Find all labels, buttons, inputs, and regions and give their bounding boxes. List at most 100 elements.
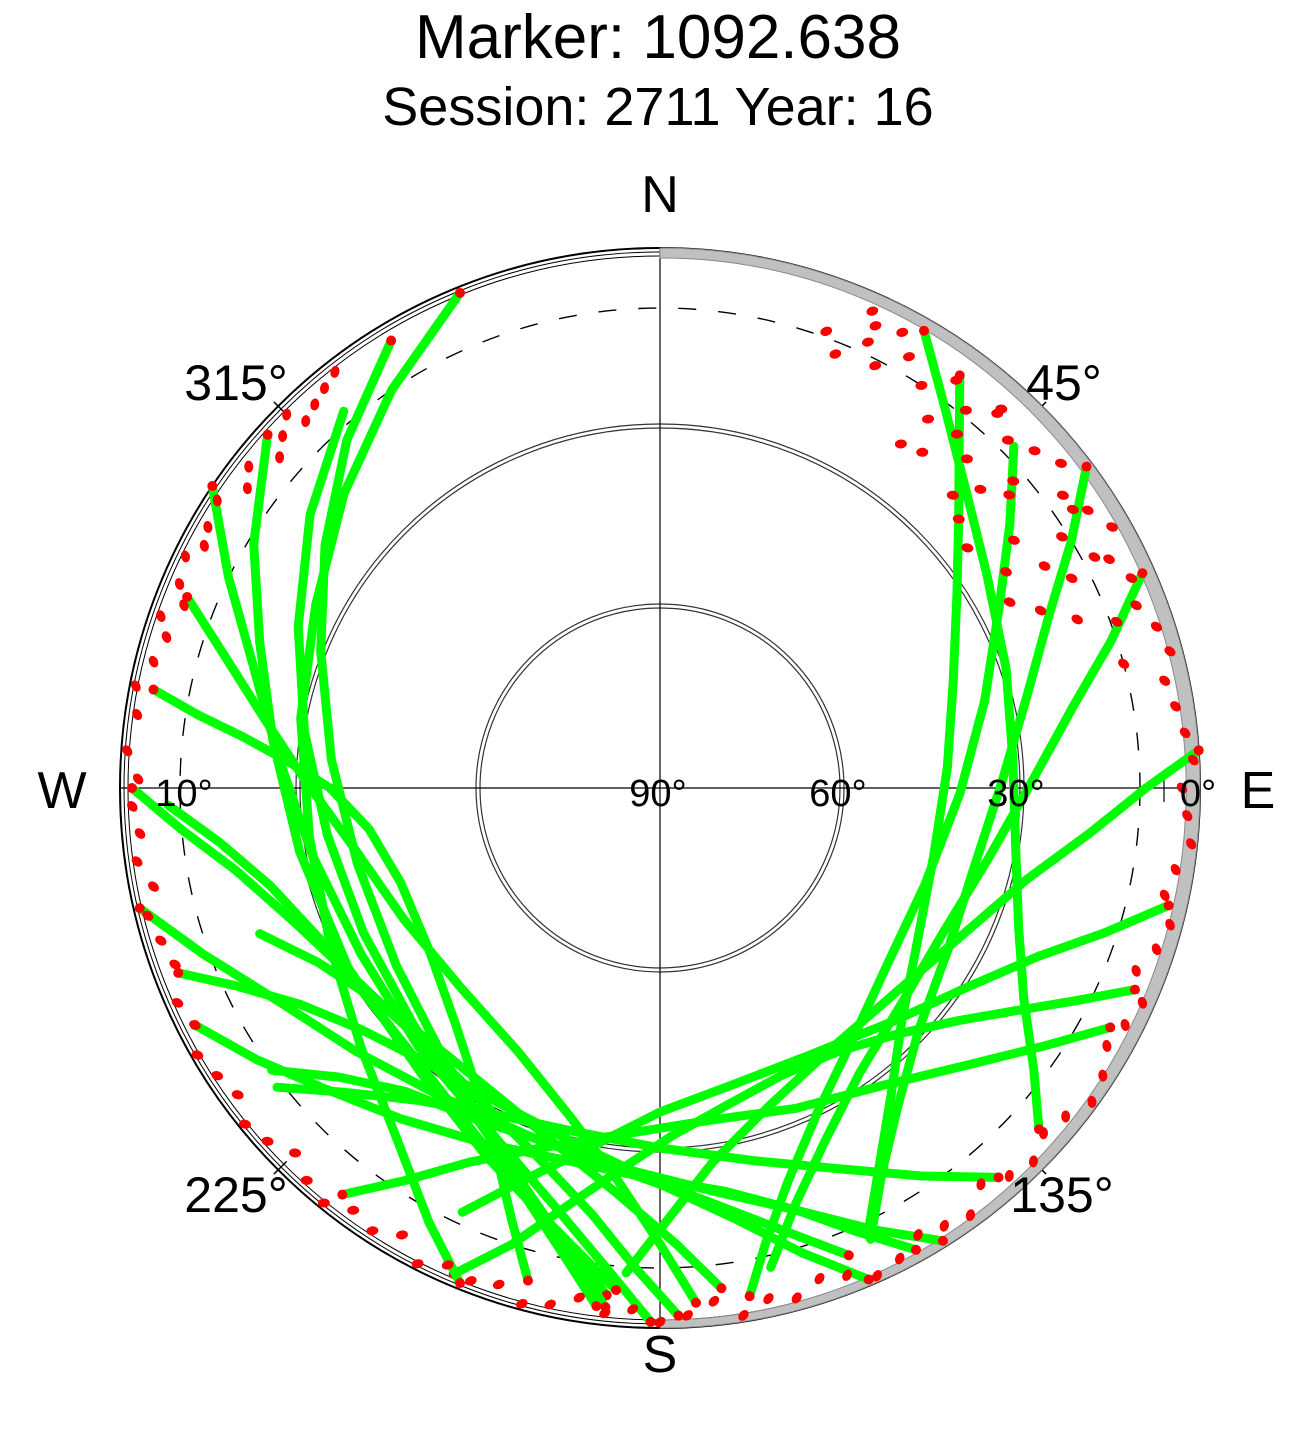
masked-observation	[169, 959, 181, 970]
masked-observation	[454, 1278, 465, 1289]
masked-observation	[148, 684, 159, 695]
masked-observation	[179, 599, 189, 612]
masked-observation	[347, 1205, 360, 1215]
masked-observation	[952, 514, 965, 524]
masked-observation	[173, 967, 184, 978]
masked-observation	[1106, 522, 1118, 532]
masked-observation	[682, 1310, 693, 1321]
satellite-track-20	[272, 1082, 1003, 1182]
masked-observation	[913, 1229, 923, 1241]
masked-observation	[261, 1136, 274, 1146]
masked-observation	[791, 1292, 802, 1304]
azimuth-label-225: 225°	[184, 1167, 287, 1223]
masked-observation	[814, 1273, 825, 1285]
masked-observation	[161, 631, 172, 643]
masked-observation	[1007, 535, 1020, 545]
masked-observation	[131, 856, 143, 867]
satellite-track-5	[207, 481, 656, 1327]
masked-observation	[134, 828, 146, 839]
masked-observation	[319, 382, 330, 395]
satellite-track-14	[866, 462, 1091, 1244]
azimuth-label-315: 315°	[184, 355, 287, 411]
satellite-track-18	[337, 1022, 1115, 1200]
masked-observation	[950, 375, 963, 385]
satellite-track-19	[173, 968, 874, 1284]
masked-observation	[544, 1299, 556, 1310]
masked-observation	[976, 1178, 986, 1191]
masked-observation	[122, 745, 133, 757]
masked-observation	[211, 1070, 224, 1081]
masked-observation	[673, 1310, 684, 1321]
masked-observation	[869, 321, 882, 331]
masked-observation	[155, 935, 167, 946]
masked-observation	[231, 1090, 244, 1100]
masked-observation	[317, 1198, 330, 1208]
masked-observation	[1105, 1022, 1116, 1033]
masked-observation	[1004, 1169, 1014, 1182]
masked-observation	[1118, 658, 1130, 669]
masked-observation	[1087, 1095, 1097, 1108]
masked-observation	[1071, 614, 1083, 625]
masked-observation	[862, 337, 874, 347]
masked-observation	[182, 591, 193, 602]
masked-observation	[127, 800, 138, 812]
masked-observation	[148, 881, 159, 892]
masked-observation	[1170, 864, 1181, 876]
masked-observation	[523, 1275, 534, 1286]
masked-observation	[950, 429, 963, 439]
masked-observation	[1028, 446, 1041, 456]
elevation-label-10: 10°	[155, 773, 212, 815]
masked-observation	[1098, 1069, 1108, 1082]
west-label: W	[37, 762, 86, 820]
masked-observation	[960, 454, 973, 464]
masked-observation	[820, 326, 833, 337]
masked-observation	[1129, 984, 1140, 995]
masked-observation	[191, 1050, 204, 1060]
masked-observation	[366, 1226, 379, 1236]
masked-observation	[894, 439, 907, 449]
masked-observation	[1186, 838, 1197, 850]
masked-observation	[915, 380, 928, 390]
masked-observation	[1028, 1155, 1038, 1168]
masked-observation	[441, 1260, 454, 1270]
masked-observation	[991, 408, 1004, 418]
masked-observation	[212, 494, 222, 507]
masked-observation	[1150, 621, 1163, 632]
masked-observation	[134, 903, 145, 914]
masked-observation	[396, 1230, 408, 1240]
masked-observation	[1120, 1019, 1130, 1031]
elevation-label-30: 30°	[987, 773, 1044, 815]
masked-observation	[1151, 943, 1162, 956]
masked-observation	[1131, 964, 1141, 977]
masked-observation	[974, 484, 987, 494]
satellite-track-2	[449, 985, 1140, 1279]
masked-observation	[1055, 458, 1067, 468]
masked-observation	[1003, 597, 1016, 607]
masked-observation	[829, 349, 842, 359]
chart-subtitle: Session: 2711 Year: 16	[382, 77, 934, 137]
masked-observation	[189, 1020, 201, 1030]
masked-observation	[872, 1270, 882, 1282]
masked-observation	[492, 1279, 505, 1290]
satellite-track-22	[919, 326, 1044, 1134]
azimuth-label-135: 135°	[1010, 1167, 1113, 1223]
masked-observation	[1188, 754, 1199, 766]
masked-observation	[207, 481, 218, 492]
elevation-label-60: 60°	[809, 773, 866, 815]
masked-observation	[180, 550, 191, 563]
satellite-track-13	[863, 370, 965, 1239]
masked-observation	[946, 490, 959, 500]
masked-observation	[993, 1172, 1004, 1183]
masked-observation	[127, 783, 137, 793]
masked-observation	[1179, 727, 1191, 739]
masked-observation	[863, 1274, 874, 1285]
masked-observation	[1111, 616, 1123, 627]
masked-observation	[1170, 701, 1181, 712]
masked-observation	[763, 1293, 774, 1305]
satellite-tracks	[122, 287, 1204, 1328]
masked-observation	[132, 708, 143, 721]
masked-observation	[330, 365, 340, 378]
elevation-label-90: 90°	[629, 773, 686, 815]
masked-observation	[454, 287, 465, 298]
